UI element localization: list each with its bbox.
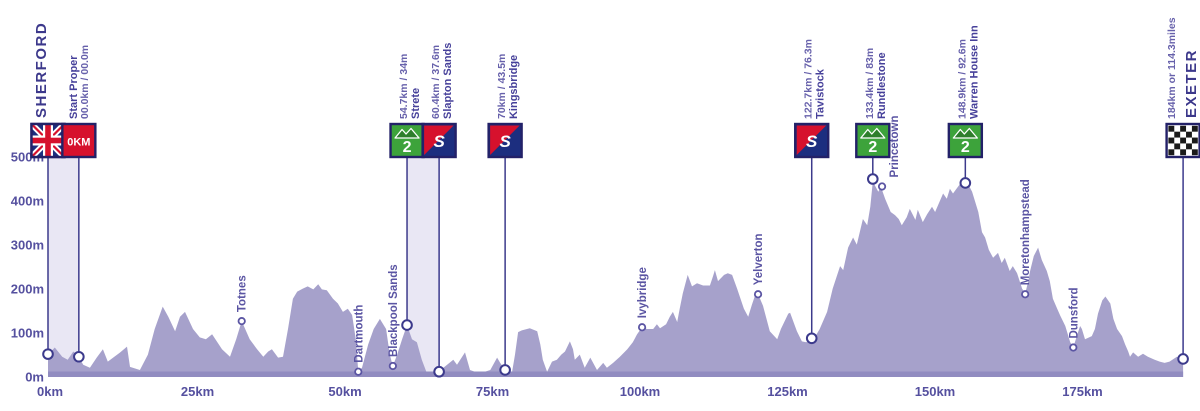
town-label-ivybridge: Ivybridge xyxy=(637,267,649,318)
key-point-start-proper: 0KM Start Proper 00.0km / 00.0m xyxy=(61,45,97,363)
key-point-name: Start Proper xyxy=(68,55,80,119)
marker-circle xyxy=(805,332,818,345)
svg-text:S: S xyxy=(433,132,445,151)
key-point-value: 70km / 43.5m xyxy=(496,54,508,119)
key-point-value: 133.4km / 83m xyxy=(864,48,876,119)
town-marker-princetown: Princetown xyxy=(877,115,901,191)
key-point-name: Tavistock xyxy=(815,68,827,119)
axis-x-label: 125km xyxy=(767,384,807,399)
axis-y-label: 300m xyxy=(11,238,44,253)
axis-y-label: 200m xyxy=(11,282,44,297)
category-2-climb-icon: 2 xyxy=(389,122,425,159)
uk-flag-icon xyxy=(30,122,66,159)
axis-y-label: 400m xyxy=(11,194,44,209)
sprint-icon: S xyxy=(421,122,457,159)
sprint-icon: S xyxy=(794,122,830,159)
key-point-value: 122.7km / 76.3m xyxy=(803,39,815,119)
town-label-moretonhampstead: Moretonhampstead xyxy=(1020,179,1032,285)
town-marker-dartmouth: Dartmouth xyxy=(353,305,365,376)
town-marker-dunsford: Dunsford xyxy=(1068,287,1080,352)
axis-x-label: 0km xyxy=(37,384,63,399)
icon-box xyxy=(61,122,97,159)
icon-box xyxy=(947,122,984,159)
town-marker-yelverton: Yelverton xyxy=(753,233,765,299)
town-label-dartmouth: Dartmouth xyxy=(353,305,365,363)
key-point-value: 54.7km / 34m xyxy=(398,54,410,119)
svg-text:2: 2 xyxy=(868,139,877,156)
town-marker-ivybridge: Ivybridge xyxy=(637,267,649,332)
finish-flag-icon xyxy=(1165,122,1200,159)
axis-x-label: 150km xyxy=(915,384,955,399)
icon-box xyxy=(855,122,891,159)
marker-circle xyxy=(1177,353,1189,365)
town-label-totnes: Totnes xyxy=(237,275,249,312)
marker-circle xyxy=(73,350,85,363)
key-point-name: Warren House Inn xyxy=(968,25,980,119)
town-label-princetown: Princetown xyxy=(889,115,901,177)
key-point-exeter: EXETER 184km or 114.3miles xyxy=(1165,17,1200,365)
key-point-value: 00.0km / 00.0m xyxy=(79,45,91,119)
highlight-band xyxy=(48,157,79,377)
town-label-dunsford: Dunsford xyxy=(1068,287,1080,338)
marker-circle xyxy=(433,365,445,378)
elevation-area xyxy=(48,180,1184,377)
key-point-name: Kingsbridge xyxy=(508,55,520,119)
axis-x-label: 75km xyxy=(476,384,509,399)
key-point-name: EXETER xyxy=(1183,49,1200,118)
axis-x-label: 25km xyxy=(181,384,214,399)
baseline-strip xyxy=(48,371,1184,377)
key-point-name: Slapton Sands xyxy=(442,43,454,119)
town-circle xyxy=(877,182,887,191)
svg-text:S: S xyxy=(499,132,511,151)
svg-text:S: S xyxy=(806,132,818,151)
category-2-climb-icon: 2 xyxy=(855,122,891,159)
key-point-name: SHERFORD xyxy=(33,22,50,118)
key-point-value: 60.4km / 37.6m xyxy=(430,45,442,119)
marker-circle xyxy=(401,319,413,331)
marker-circle xyxy=(499,364,511,376)
key-point-value: 184km or 114.3miles xyxy=(1166,17,1178,119)
town-circle xyxy=(237,317,246,326)
town-marker-totnes: Totnes xyxy=(237,275,249,326)
axis-x-label: 50km xyxy=(328,384,361,399)
axis-y-label: 0m xyxy=(25,370,44,385)
svg-text:2: 2 xyxy=(961,139,970,156)
town-circle xyxy=(753,290,763,299)
key-point-value: 148.9km / 92.6m xyxy=(956,39,968,119)
town-marker-moretonhampstead: Moretonhampstead xyxy=(1020,179,1032,299)
town-circle xyxy=(388,361,397,371)
town-circle xyxy=(1021,290,1030,299)
town-label-yelverton: Yelverton xyxy=(753,233,765,285)
town-circle xyxy=(354,367,363,376)
svg-text:2: 2 xyxy=(403,139,412,156)
town-marker-blackpool-sands: Blackpool Sands xyxy=(388,264,400,371)
marker-circle xyxy=(866,173,879,185)
town-label-blackpool-sands: Blackpool Sands xyxy=(388,264,400,357)
marker-circle xyxy=(959,177,972,189)
town-circle xyxy=(1069,343,1078,352)
axis-x-label: 100km xyxy=(620,384,660,399)
svg-text:0KM: 0KM xyxy=(67,137,90,149)
marker-circle xyxy=(42,348,54,360)
axis-y-label: 100m xyxy=(11,326,44,341)
key-point-name: Rundlestone xyxy=(876,52,888,119)
sprint-icon: S xyxy=(487,122,523,159)
key-point-name: Strete xyxy=(410,88,422,119)
town-circle xyxy=(637,323,647,332)
zero-km-icon: 0KM xyxy=(61,122,97,159)
category-2-climb-icon: 2 xyxy=(947,122,984,159)
axis-x-label: 175km xyxy=(1062,384,1102,399)
